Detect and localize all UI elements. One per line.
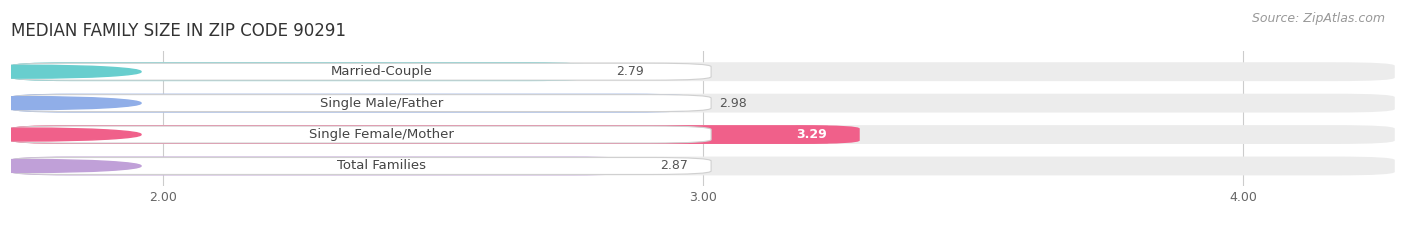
Text: 2.79: 2.79 (616, 65, 644, 78)
Circle shape (0, 128, 141, 141)
FancyBboxPatch shape (8, 158, 711, 175)
FancyBboxPatch shape (11, 125, 1395, 144)
FancyBboxPatch shape (8, 126, 711, 143)
FancyBboxPatch shape (11, 94, 692, 113)
Circle shape (0, 97, 141, 110)
Text: Source: ZipAtlas.com: Source: ZipAtlas.com (1251, 12, 1385, 25)
Circle shape (0, 65, 141, 78)
Text: MEDIAN FAMILY SIZE IN ZIP CODE 90291: MEDIAN FAMILY SIZE IN ZIP CODE 90291 (11, 22, 346, 41)
Text: Single Male/Father: Single Male/Father (319, 97, 443, 110)
Text: Married-Couple: Married-Couple (330, 65, 433, 78)
Text: Single Female/Mother: Single Female/Mother (309, 128, 454, 141)
FancyBboxPatch shape (11, 125, 859, 144)
FancyBboxPatch shape (8, 95, 711, 112)
FancyBboxPatch shape (8, 63, 711, 80)
FancyBboxPatch shape (11, 62, 589, 81)
Text: Total Families: Total Families (337, 159, 426, 172)
Text: 3.29: 3.29 (797, 128, 827, 141)
FancyBboxPatch shape (11, 157, 633, 175)
Text: 2.87: 2.87 (659, 159, 688, 172)
Text: 2.98: 2.98 (720, 97, 747, 110)
FancyBboxPatch shape (11, 62, 1395, 81)
FancyBboxPatch shape (11, 94, 1395, 113)
Circle shape (0, 160, 141, 172)
FancyBboxPatch shape (11, 157, 1395, 175)
